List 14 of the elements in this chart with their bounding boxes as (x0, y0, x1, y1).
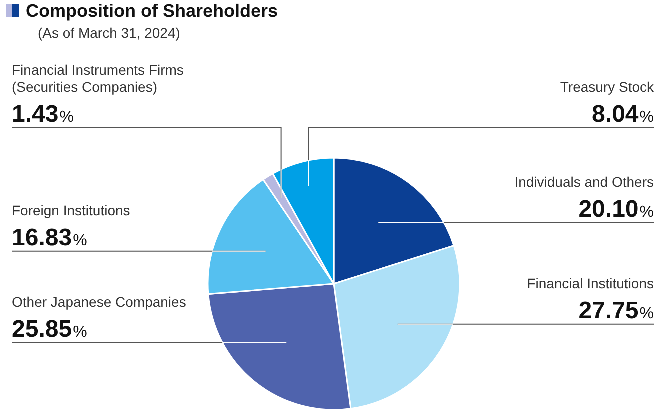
chart-title: Composition of Shareholders (26, 1, 278, 21)
slice-label: Other Japanese Companies (12, 294, 186, 310)
chart-subtitle: (As of March 31, 2024) (38, 25, 180, 41)
slice-label: Individuals and Others (514, 174, 654, 190)
data-label: 1.43% (12, 101, 74, 128)
slice-label: Treasury Stock (560, 79, 655, 95)
data-label: 27.75% (578, 297, 654, 324)
data-label: 8.04% (592, 101, 654, 128)
data-label: 20.10% (578, 196, 654, 223)
data-label: 25.85% (12, 316, 88, 343)
data-label: 16.83% (12, 224, 88, 252)
slice-label: Foreign Institutions (12, 202, 130, 218)
slice-label: Financial Institutions (527, 275, 654, 292)
slice-label: Financial Instruments Firms (Securities Companies) (12, 62, 184, 95)
